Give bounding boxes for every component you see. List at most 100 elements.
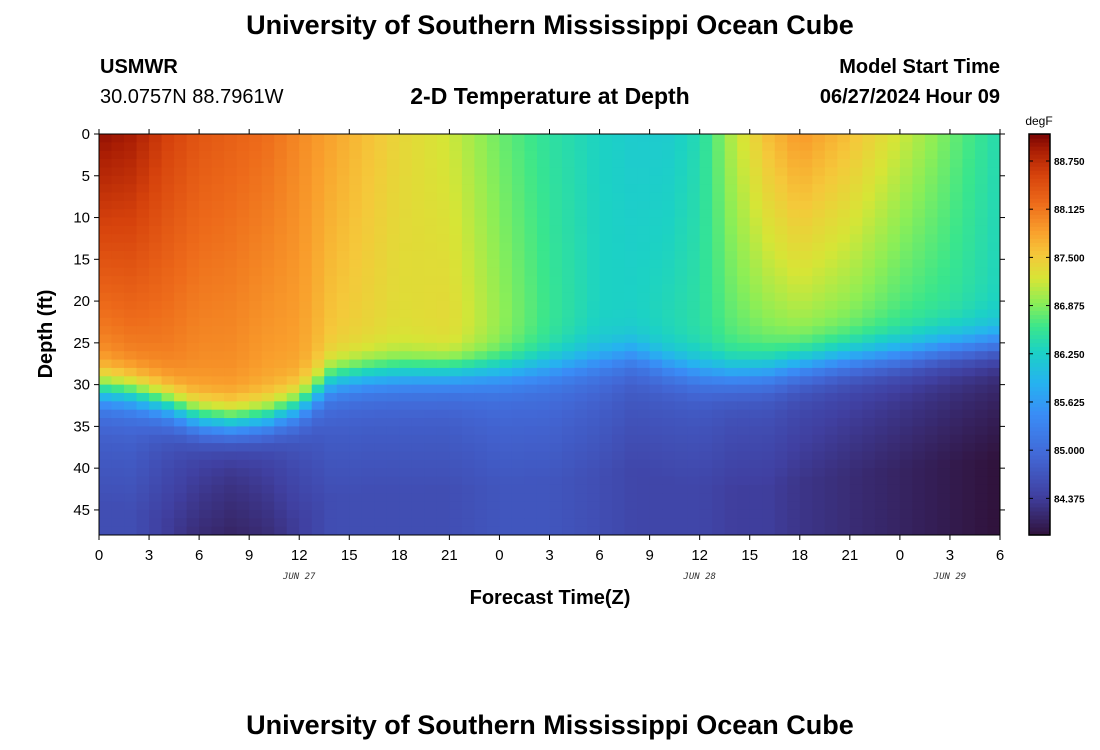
heat-cell xyxy=(587,267,601,277)
heat-cell xyxy=(737,234,751,244)
heat-cell xyxy=(912,301,926,311)
heat-cell xyxy=(862,142,876,152)
heat-cell xyxy=(849,200,863,210)
heat-cell xyxy=(99,159,113,169)
heat-cell xyxy=(912,509,926,519)
heat-cell xyxy=(374,367,388,377)
heat-cell xyxy=(249,493,263,503)
heat-cell xyxy=(737,476,751,486)
heat-cell xyxy=(124,501,138,511)
heat-cell xyxy=(324,234,338,244)
heat-cell xyxy=(211,359,225,369)
heat-cell xyxy=(261,526,275,535)
heat-cell xyxy=(699,175,713,185)
heat-cell xyxy=(99,493,113,503)
heat-cell xyxy=(499,468,513,478)
heatmap-cells xyxy=(99,134,1000,535)
heat-cell xyxy=(837,167,851,177)
heat-cell xyxy=(474,234,488,244)
heat-cell xyxy=(361,484,375,494)
heat-cell xyxy=(974,468,989,478)
heat-cell xyxy=(824,526,838,535)
heat-cell xyxy=(562,175,576,185)
heat-cell xyxy=(424,276,438,285)
heat-cell xyxy=(299,309,313,319)
heat-cell xyxy=(349,401,363,411)
heat-cell xyxy=(336,384,350,394)
heat-cell xyxy=(599,150,613,160)
heat-cell xyxy=(574,493,588,503)
heat-cell xyxy=(799,342,813,352)
heat-cell xyxy=(649,518,663,528)
heat-cell xyxy=(824,292,838,302)
heat-cell xyxy=(949,451,964,461)
heat-cell xyxy=(486,392,501,402)
heat-cell xyxy=(549,250,563,260)
heat-cell xyxy=(499,217,513,227)
heat-cell xyxy=(612,434,626,444)
heat-cell xyxy=(161,159,175,169)
heat-cell xyxy=(461,200,476,210)
heat-cell xyxy=(211,284,225,294)
heat-cell xyxy=(849,509,863,519)
heat-cell xyxy=(699,334,713,344)
heat-cell xyxy=(587,367,601,377)
y-tick-label: 10 xyxy=(73,210,90,227)
x-tick-label: 15 xyxy=(341,547,358,564)
heat-cell xyxy=(511,392,526,402)
colorbar-segment xyxy=(1029,150,1050,155)
heat-cell xyxy=(524,225,538,235)
heat-cell xyxy=(699,468,713,478)
heat-cell xyxy=(349,509,363,519)
heat-cell xyxy=(299,225,313,235)
heat-cell xyxy=(474,142,488,152)
heat-cell xyxy=(549,175,563,185)
heat-cell xyxy=(687,175,701,185)
heat-cell xyxy=(562,250,576,260)
heat-cell xyxy=(99,209,113,219)
heat-cell xyxy=(862,234,876,244)
heat-cell xyxy=(149,292,163,302)
heat-cell xyxy=(524,159,538,169)
heat-cell xyxy=(161,418,175,427)
heat-cell xyxy=(261,468,275,478)
heat-cell xyxy=(261,443,275,453)
heat-cell xyxy=(712,426,726,436)
heat-cell xyxy=(949,434,964,444)
heat-cell xyxy=(662,309,676,319)
heat-cell xyxy=(311,509,325,519)
heat-cell xyxy=(712,184,726,194)
heat-cell xyxy=(174,167,188,177)
heat-cell xyxy=(824,150,838,160)
heat-cell xyxy=(862,192,876,202)
heat-cell xyxy=(424,309,438,319)
heat-cell xyxy=(649,409,663,419)
heat-cell xyxy=(124,342,138,352)
model-start-label: Model Start Time xyxy=(839,56,1000,78)
heat-cell xyxy=(286,217,300,227)
heat-cell xyxy=(649,509,663,519)
heat-cell xyxy=(574,434,588,444)
heat-cell xyxy=(962,409,976,419)
heat-cell xyxy=(974,167,989,177)
colorbar-segment xyxy=(1029,182,1050,187)
heat-cell xyxy=(286,309,300,319)
heat-cell xyxy=(424,526,438,535)
heat-cell xyxy=(286,451,300,461)
heat-cell xyxy=(524,309,538,319)
heat-cell xyxy=(286,367,300,377)
heat-cell xyxy=(824,217,838,227)
heat-cell xyxy=(161,242,175,252)
heat-cell xyxy=(874,351,888,361)
heat-cell xyxy=(687,192,701,202)
heat-cell xyxy=(436,276,450,285)
heat-cell xyxy=(674,376,688,386)
heat-cell xyxy=(486,526,501,535)
heat-cell xyxy=(449,476,463,486)
heat-cell xyxy=(937,426,951,436)
heat-cell xyxy=(111,225,125,235)
heat-cell xyxy=(674,426,688,436)
heat-cell xyxy=(299,418,313,427)
heat-cell xyxy=(449,192,463,202)
heat-cell xyxy=(987,434,1000,444)
